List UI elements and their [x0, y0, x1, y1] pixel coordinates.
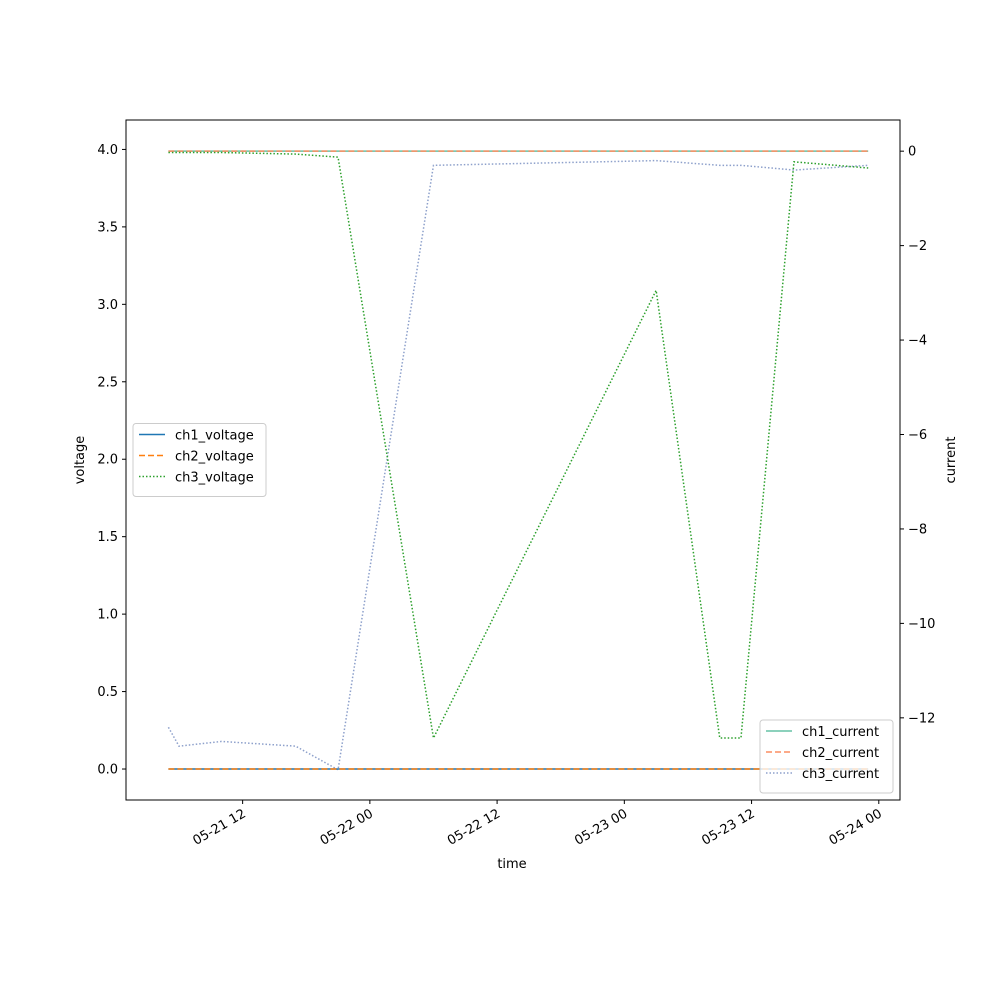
y2-tick-label: −2	[908, 239, 927, 254]
plot-frame	[125, 119, 901, 801]
y2-tick-label: −4	[908, 334, 927, 349]
y-tick-label: 2.0	[97, 453, 118, 468]
y-tick-label: 3.5	[97, 220, 118, 235]
y2-tick-label: −8	[908, 522, 927, 537]
y-tick-label: 2.5	[97, 375, 118, 390]
legend-box	[132, 423, 267, 497]
y-axis-label: voltage	[73, 436, 88, 485]
legend-box	[759, 719, 894, 794]
y2-axis-label: current	[944, 437, 959, 484]
legend-label: ch2_voltage	[175, 450, 254, 465]
legend-label: ch1_current	[802, 725, 879, 740]
legend-label: ch3_voltage	[175, 471, 254, 486]
series-line	[167, 159, 869, 771]
y2-tick-label: 0	[908, 145, 916, 160]
legend-label: ch2_current	[802, 746, 879, 761]
legend-label: ch3_current	[802, 767, 879, 782]
y-tick-label: 0.0	[97, 763, 118, 778]
x-axis-label: time	[497, 857, 526, 872]
series-line	[168, 151, 869, 741]
y2-tick-label: −6	[908, 428, 927, 443]
y2-tick-label: −12	[908, 711, 935, 726]
y-tick-label: 3.0	[97, 298, 118, 313]
y-tick-label: 0.5	[97, 685, 118, 700]
y-tick-label: 1.0	[97, 608, 118, 623]
legend-label: ch1_voltage	[175, 429, 254, 444]
y-tick-label: 1.5	[97, 530, 118, 545]
y2-tick-label: −10	[908, 617, 935, 632]
y-tick-label: 4.0	[97, 143, 118, 158]
